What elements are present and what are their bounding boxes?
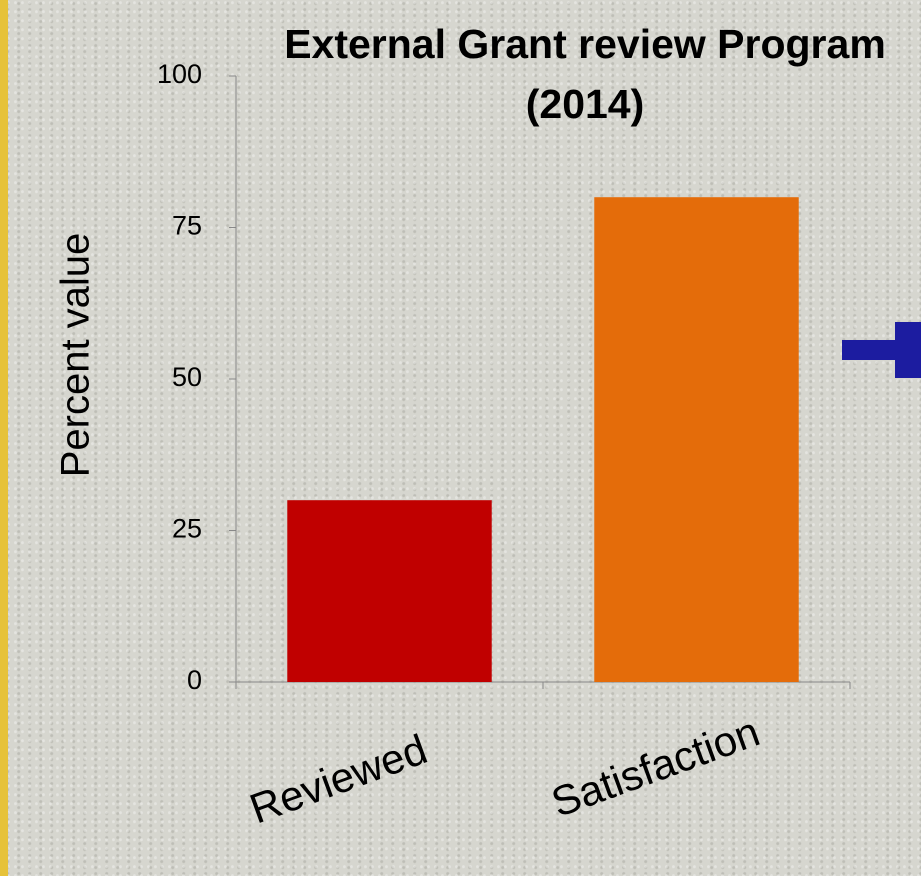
y-tick-label: 25 — [172, 514, 202, 544]
x-tick-label: Satisfaction — [545, 708, 765, 826]
y-tick-label: 50 — [172, 362, 202, 392]
arrow — [842, 322, 921, 378]
bar — [287, 500, 492, 682]
chart-title: External Grant review Program (2014) — [284, 21, 886, 127]
y-tick-label: 75 — [172, 211, 202, 241]
x-tick-label: Reviewed — [244, 725, 433, 832]
y-tick-label: 100 — [157, 59, 202, 89]
y-tick-label: 0 — [187, 665, 202, 695]
y-axis-label: Percent value — [54, 233, 98, 478]
bar — [594, 197, 799, 682]
left-stripe — [0, 0, 8, 876]
